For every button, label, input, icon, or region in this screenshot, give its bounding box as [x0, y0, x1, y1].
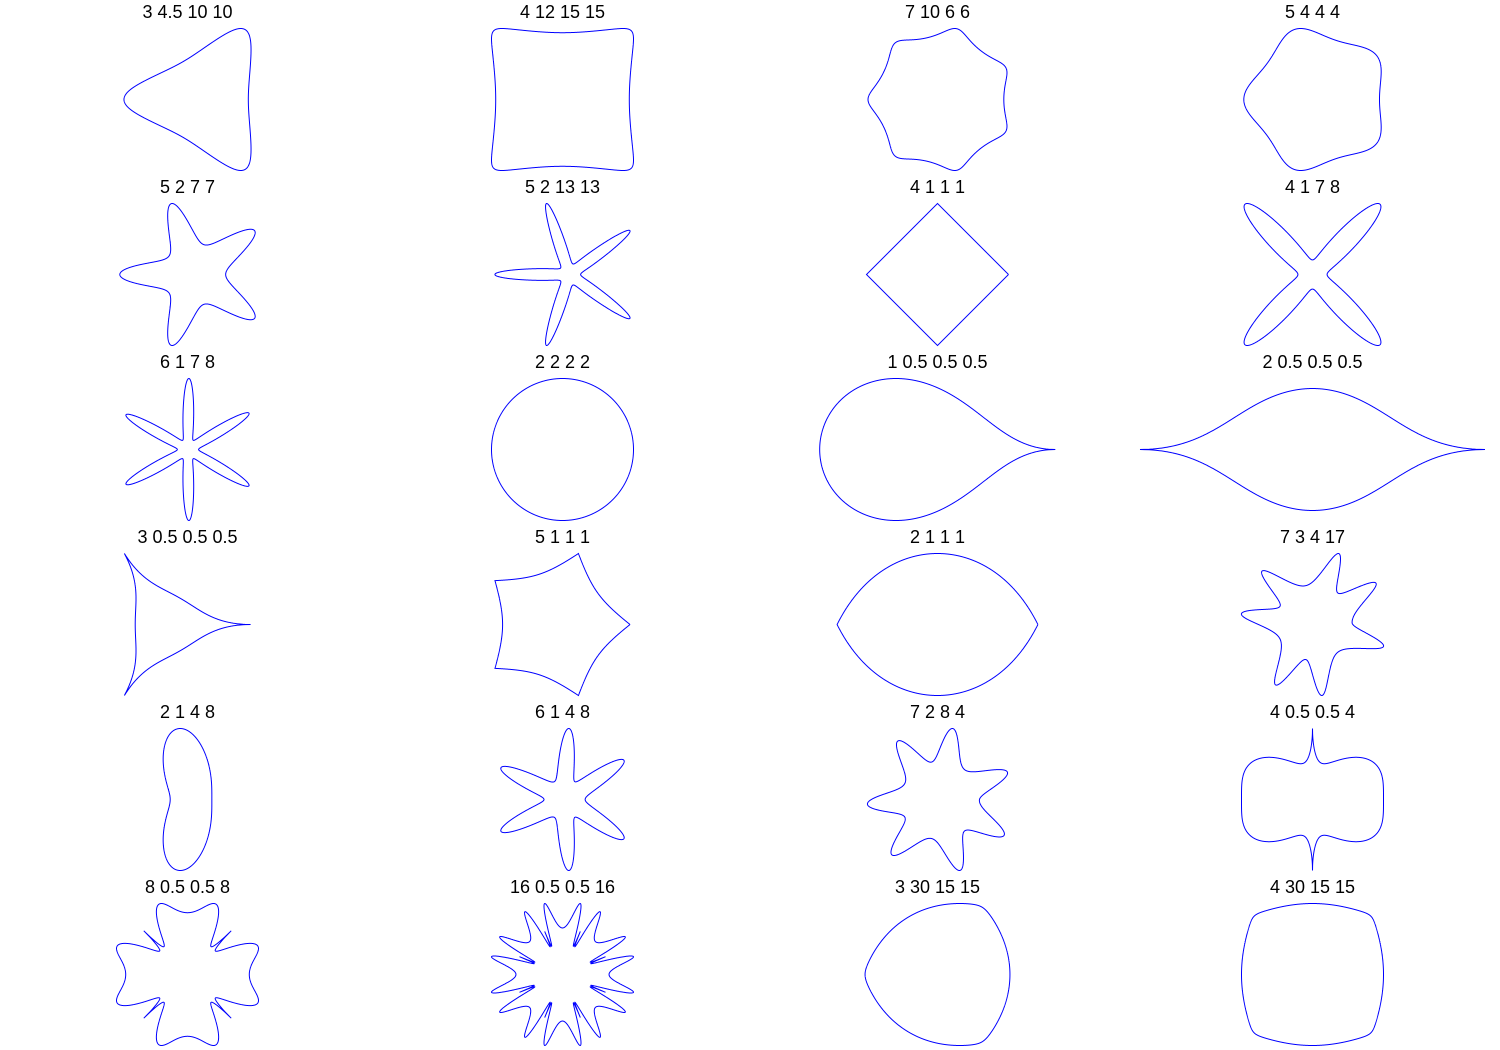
- panel-plot: [116, 903, 259, 1046]
- panel-title: 2 1 4 8: [159, 702, 216, 722]
- panel-plot: [836, 553, 1039, 696]
- superformula-curve: [123, 28, 252, 171]
- panel-plot: [490, 902, 635, 1047]
- panel-title: 2 2 2 2: [534, 352, 591, 372]
- panel-title: 5 2 13 13: [524, 177, 601, 197]
- panel-title: 7 10 6 6: [904, 2, 971, 22]
- panel: 8 0.5 0.5 8: [0, 875, 375, 1050]
- superformula-curve: [836, 553, 1039, 696]
- superformula-curve: [1243, 28, 1382, 171]
- panel: 2 0.5 0.5 0.5: [1125, 350, 1500, 525]
- panel: 6 1 7 8: [0, 350, 375, 525]
- panel: 5 2 13 13: [375, 175, 750, 350]
- panel-plot: [865, 202, 1009, 347]
- panel-plot: [494, 552, 631, 697]
- panel-plot: [1241, 728, 1384, 871]
- panel: 4 30 15 15: [1125, 875, 1500, 1050]
- superformula-curve: [125, 377, 250, 522]
- panel-plot: [819, 378, 1056, 521]
- panel-title: 2 0.5 0.5 0.5: [1262, 352, 1363, 372]
- panel: 4 0.5 0.5 4: [1125, 700, 1500, 875]
- panel: 5 2 7 7: [0, 175, 375, 350]
- superformula-curve: [491, 378, 634, 521]
- panel-title: 16 0.5 0.5 16: [509, 877, 616, 897]
- panel: 5 1 1 1: [375, 525, 750, 700]
- superformula-curve: [864, 903, 1011, 1046]
- panel: 16 0.5 0.5 16: [375, 875, 750, 1050]
- superformula-curve: [116, 903, 259, 1046]
- superformula-curve: [490, 902, 635, 1047]
- panel: 4 12 15 15: [375, 0, 750, 175]
- superformula-curve: [491, 28, 634, 171]
- panel: 2 1 4 8: [0, 700, 375, 875]
- superformula-curve: [123, 553, 251, 696]
- panel-title: 5 1 1 1: [534, 527, 591, 547]
- panel-title: 6 1 4 8: [534, 702, 591, 722]
- panel-title: 1 0.5 0.5 0.5: [887, 352, 988, 372]
- panel-plot: [500, 728, 625, 871]
- superformula-curve: [1241, 903, 1384, 1046]
- panel-title: 3 4.5 10 10: [142, 2, 233, 22]
- superformula-curve: [500, 728, 625, 871]
- panel: 7 3 4 17: [1125, 525, 1500, 700]
- panel-plot: [123, 28, 252, 171]
- panel-title: 2 1 1 1: [909, 527, 966, 547]
- panel-title: 5 2 7 7: [159, 177, 216, 197]
- panel-plot: [1240, 553, 1385, 696]
- panel-title: 3 30 15 15: [894, 877, 981, 897]
- panel-plot: [162, 728, 213, 871]
- panel-plot: [1243, 203, 1382, 346]
- panel: 5 4 4 4: [1125, 0, 1500, 175]
- panel-plot: [1139, 388, 1486, 511]
- panel-plot: [1241, 903, 1384, 1046]
- panel-plot: [494, 202, 631, 347]
- panel-title: 4 1 7 8: [1284, 177, 1341, 197]
- panel: 4 1 1 1: [750, 175, 1125, 350]
- panel-title: 3 0.5 0.5 0.5: [137, 527, 238, 547]
- superformula-curve: [865, 202, 1009, 347]
- panel: 7 10 6 6: [750, 0, 1125, 175]
- superformula-curve: [494, 552, 631, 697]
- panel-plot: [864, 903, 1011, 1046]
- panel: 6 1 4 8: [375, 700, 750, 875]
- superformula-curve: [819, 378, 1056, 521]
- panel-plot: [491, 378, 634, 521]
- panel: 4 1 7 8: [1125, 175, 1500, 350]
- superformula-curve: [119, 203, 256, 346]
- superformula-curve: [1139, 388, 1486, 511]
- panel-plot: [491, 28, 634, 171]
- panel: 3 30 15 15: [750, 875, 1125, 1050]
- panel: 2 1 1 1: [750, 525, 1125, 700]
- panel-title: 7 3 4 17: [1279, 527, 1346, 547]
- panel: 2 2 2 2: [375, 350, 750, 525]
- panel-plot: [119, 203, 256, 346]
- panel: 3 4.5 10 10: [0, 0, 375, 175]
- panel-title: 5 4 4 4: [1284, 2, 1341, 22]
- panel-plot: [867, 28, 1008, 171]
- panel: 7 2 8 4: [750, 700, 1125, 875]
- panel-title: 8 0.5 0.5 8: [144, 877, 231, 897]
- superformula-curve: [867, 28, 1008, 171]
- panel-plot: [125, 377, 250, 522]
- panel-title: 7 2 8 4: [909, 702, 966, 722]
- panel-title: 4 0.5 0.5 4: [1269, 702, 1356, 722]
- panel-plot: [1243, 28, 1382, 171]
- panel-plot: [123, 553, 251, 696]
- superformula-curve: [1243, 203, 1382, 346]
- superformula-curve: [1241, 728, 1384, 871]
- panel-title: 4 1 1 1: [909, 177, 966, 197]
- superformula-curve: [162, 728, 213, 871]
- superformula-curve: [866, 728, 1009, 871]
- panel: 1 0.5 0.5 0.5: [750, 350, 1125, 525]
- superformula-curve: [494, 202, 631, 347]
- panel-title: 4 30 15 15: [1269, 877, 1356, 897]
- panel-plot: [866, 728, 1009, 871]
- panel: 3 0.5 0.5 0.5: [0, 525, 375, 700]
- panel-title: 6 1 7 8: [159, 352, 216, 372]
- panel-title: 4 12 15 15: [519, 2, 606, 22]
- superformula-curve: [1240, 553, 1385, 696]
